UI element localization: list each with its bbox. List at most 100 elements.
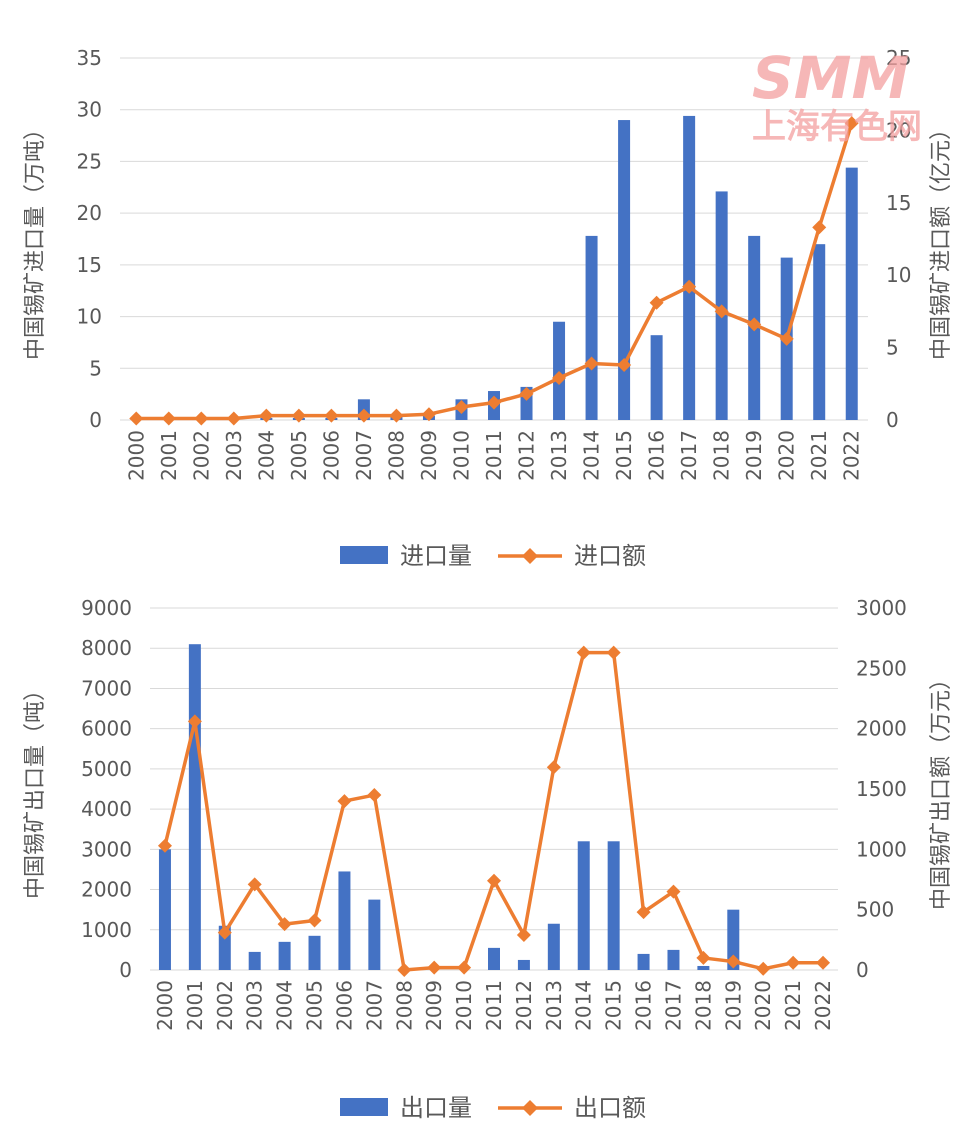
line-marker bbox=[816, 955, 831, 970]
line-marker bbox=[552, 371, 567, 386]
bar bbox=[368, 899, 381, 970]
line-marker bbox=[247, 877, 262, 892]
line-marker bbox=[194, 411, 209, 426]
x-tick-label: 2006 bbox=[319, 430, 343, 481]
x-tick-label: 2001 bbox=[157, 430, 181, 481]
bar bbox=[553, 321, 566, 420]
y-left-tick-label: 2000 bbox=[81, 878, 132, 902]
line-marker bbox=[516, 928, 531, 943]
x-tick-label: 2022 bbox=[811, 980, 835, 1031]
x-tick-label: 2014 bbox=[580, 430, 604, 481]
legend-line-marker bbox=[522, 548, 538, 564]
line-marker bbox=[389, 408, 404, 423]
bar bbox=[158, 849, 171, 970]
x-tick-label: 2011 bbox=[482, 980, 506, 1031]
bar bbox=[667, 949, 680, 970]
y-right-tick-label: 25 bbox=[886, 46, 911, 70]
x-tick-label: 2018 bbox=[691, 980, 715, 1031]
x-tick-label: 2002 bbox=[189, 430, 213, 481]
line-marker bbox=[696, 950, 711, 965]
line-marker bbox=[337, 794, 352, 809]
bar bbox=[278, 941, 291, 970]
line-marker bbox=[756, 961, 771, 976]
bar bbox=[248, 951, 261, 970]
line-marker bbox=[726, 954, 741, 969]
line-marker bbox=[421, 407, 436, 422]
x-tick-label: 2009 bbox=[417, 430, 441, 481]
y-left-axis-title: 中国锡矿出口量（吨） bbox=[23, 679, 48, 899]
y-right-tick-label: 1000 bbox=[856, 837, 907, 861]
line-marker bbox=[636, 905, 651, 920]
y-left-tick-label: 30 bbox=[77, 98, 102, 122]
y-left-tick-label: 9000 bbox=[81, 596, 132, 620]
series-line bbox=[163, 650, 824, 972]
line-marker bbox=[606, 645, 621, 660]
x-tick-label: 2020 bbox=[751, 980, 775, 1031]
watermark-logo: SMM bbox=[752, 44, 909, 112]
line-marker bbox=[519, 386, 534, 401]
y-left-tick-label: 7000 bbox=[81, 676, 132, 700]
x-tick-label: 2015 bbox=[612, 430, 636, 481]
y-left-tick-label: 15 bbox=[77, 253, 102, 277]
bar bbox=[813, 244, 826, 420]
line-marker bbox=[397, 963, 412, 977]
line-marker bbox=[187, 714, 202, 729]
bar bbox=[488, 947, 500, 970]
line-marker bbox=[747, 317, 762, 332]
x-tick-label: 2009 bbox=[422, 980, 446, 1031]
y-left-tick-label: 0 bbox=[89, 408, 102, 432]
line-marker bbox=[786, 955, 801, 970]
x-tick-label: 2017 bbox=[661, 980, 685, 1031]
line-marker bbox=[226, 411, 241, 426]
y-left-tick-label: 35 bbox=[77, 46, 102, 70]
line-marker bbox=[584, 356, 599, 371]
x-tick-label: 2011 bbox=[482, 430, 506, 481]
x-tick-label: 2000 bbox=[124, 430, 148, 481]
line-marker bbox=[576, 645, 591, 660]
line-marker bbox=[714, 304, 729, 319]
smm-watermark: SMM 上海有色网 bbox=[752, 44, 922, 147]
legend-line-marker bbox=[522, 1100, 538, 1116]
x-tick-label: 2012 bbox=[512, 980, 536, 1031]
line-marker bbox=[307, 913, 322, 928]
x-tick-label: 2003 bbox=[243, 980, 267, 1031]
y-right-tick-label: 5 bbox=[886, 336, 899, 360]
x-tick-label: 2019 bbox=[742, 430, 766, 481]
x-tick-label: 2005 bbox=[303, 980, 327, 1031]
line-marker bbox=[129, 411, 144, 426]
x-tick-label: 2021 bbox=[781, 980, 805, 1031]
line-marker bbox=[487, 395, 501, 410]
line-marker bbox=[682, 279, 697, 294]
bar bbox=[618, 120, 631, 421]
y-left-tick-label: 0 bbox=[119, 958, 132, 982]
y-left-tick-label: 20 bbox=[77, 201, 102, 225]
x-tick-label: 2021 bbox=[807, 430, 831, 481]
x-tick-label: 2010 bbox=[449, 430, 473, 481]
y-right-axis-title: 中国锡矿出口额（万元） bbox=[929, 668, 954, 910]
bar bbox=[338, 871, 351, 970]
y-left-axis-title: 中国锡矿进口量（万吨） bbox=[23, 118, 48, 360]
bar bbox=[585, 235, 598, 420]
x-tick-label: 2008 bbox=[392, 980, 416, 1031]
y-right-tick-label: 15 bbox=[886, 191, 911, 215]
y-right-tick-label: 20 bbox=[886, 118, 911, 142]
x-tick-label: 2012 bbox=[515, 430, 539, 481]
line-marker bbox=[277, 917, 292, 932]
y-left-tick-label: 10 bbox=[77, 305, 102, 329]
legend-bar-swatch bbox=[340, 546, 388, 564]
x-tick-label: 2018 bbox=[710, 430, 734, 481]
x-tick-label: 2017 bbox=[677, 430, 701, 481]
line-marker bbox=[324, 408, 339, 423]
y-left-tick-label: 25 bbox=[77, 149, 102, 173]
y-left-tick-label: 5 bbox=[89, 356, 102, 380]
bar bbox=[517, 959, 530, 970]
x-tick-label: 2000 bbox=[153, 980, 177, 1031]
y-right-axis-title: 中国锡矿进口额（亿元） bbox=[929, 118, 954, 360]
export-chart: 0 1000 2000 3000 4000 5000 6000 7000 8000 9000 0 50… bbox=[23, 596, 954, 1122]
bar bbox=[697, 965, 710, 970]
y-right-tick-label: 1500 bbox=[856, 777, 907, 801]
line-marker bbox=[487, 873, 501, 888]
y-left-tick-label: 8000 bbox=[81, 636, 132, 660]
x-tick-label: 2007 bbox=[362, 980, 386, 1031]
line-marker bbox=[161, 411, 176, 426]
